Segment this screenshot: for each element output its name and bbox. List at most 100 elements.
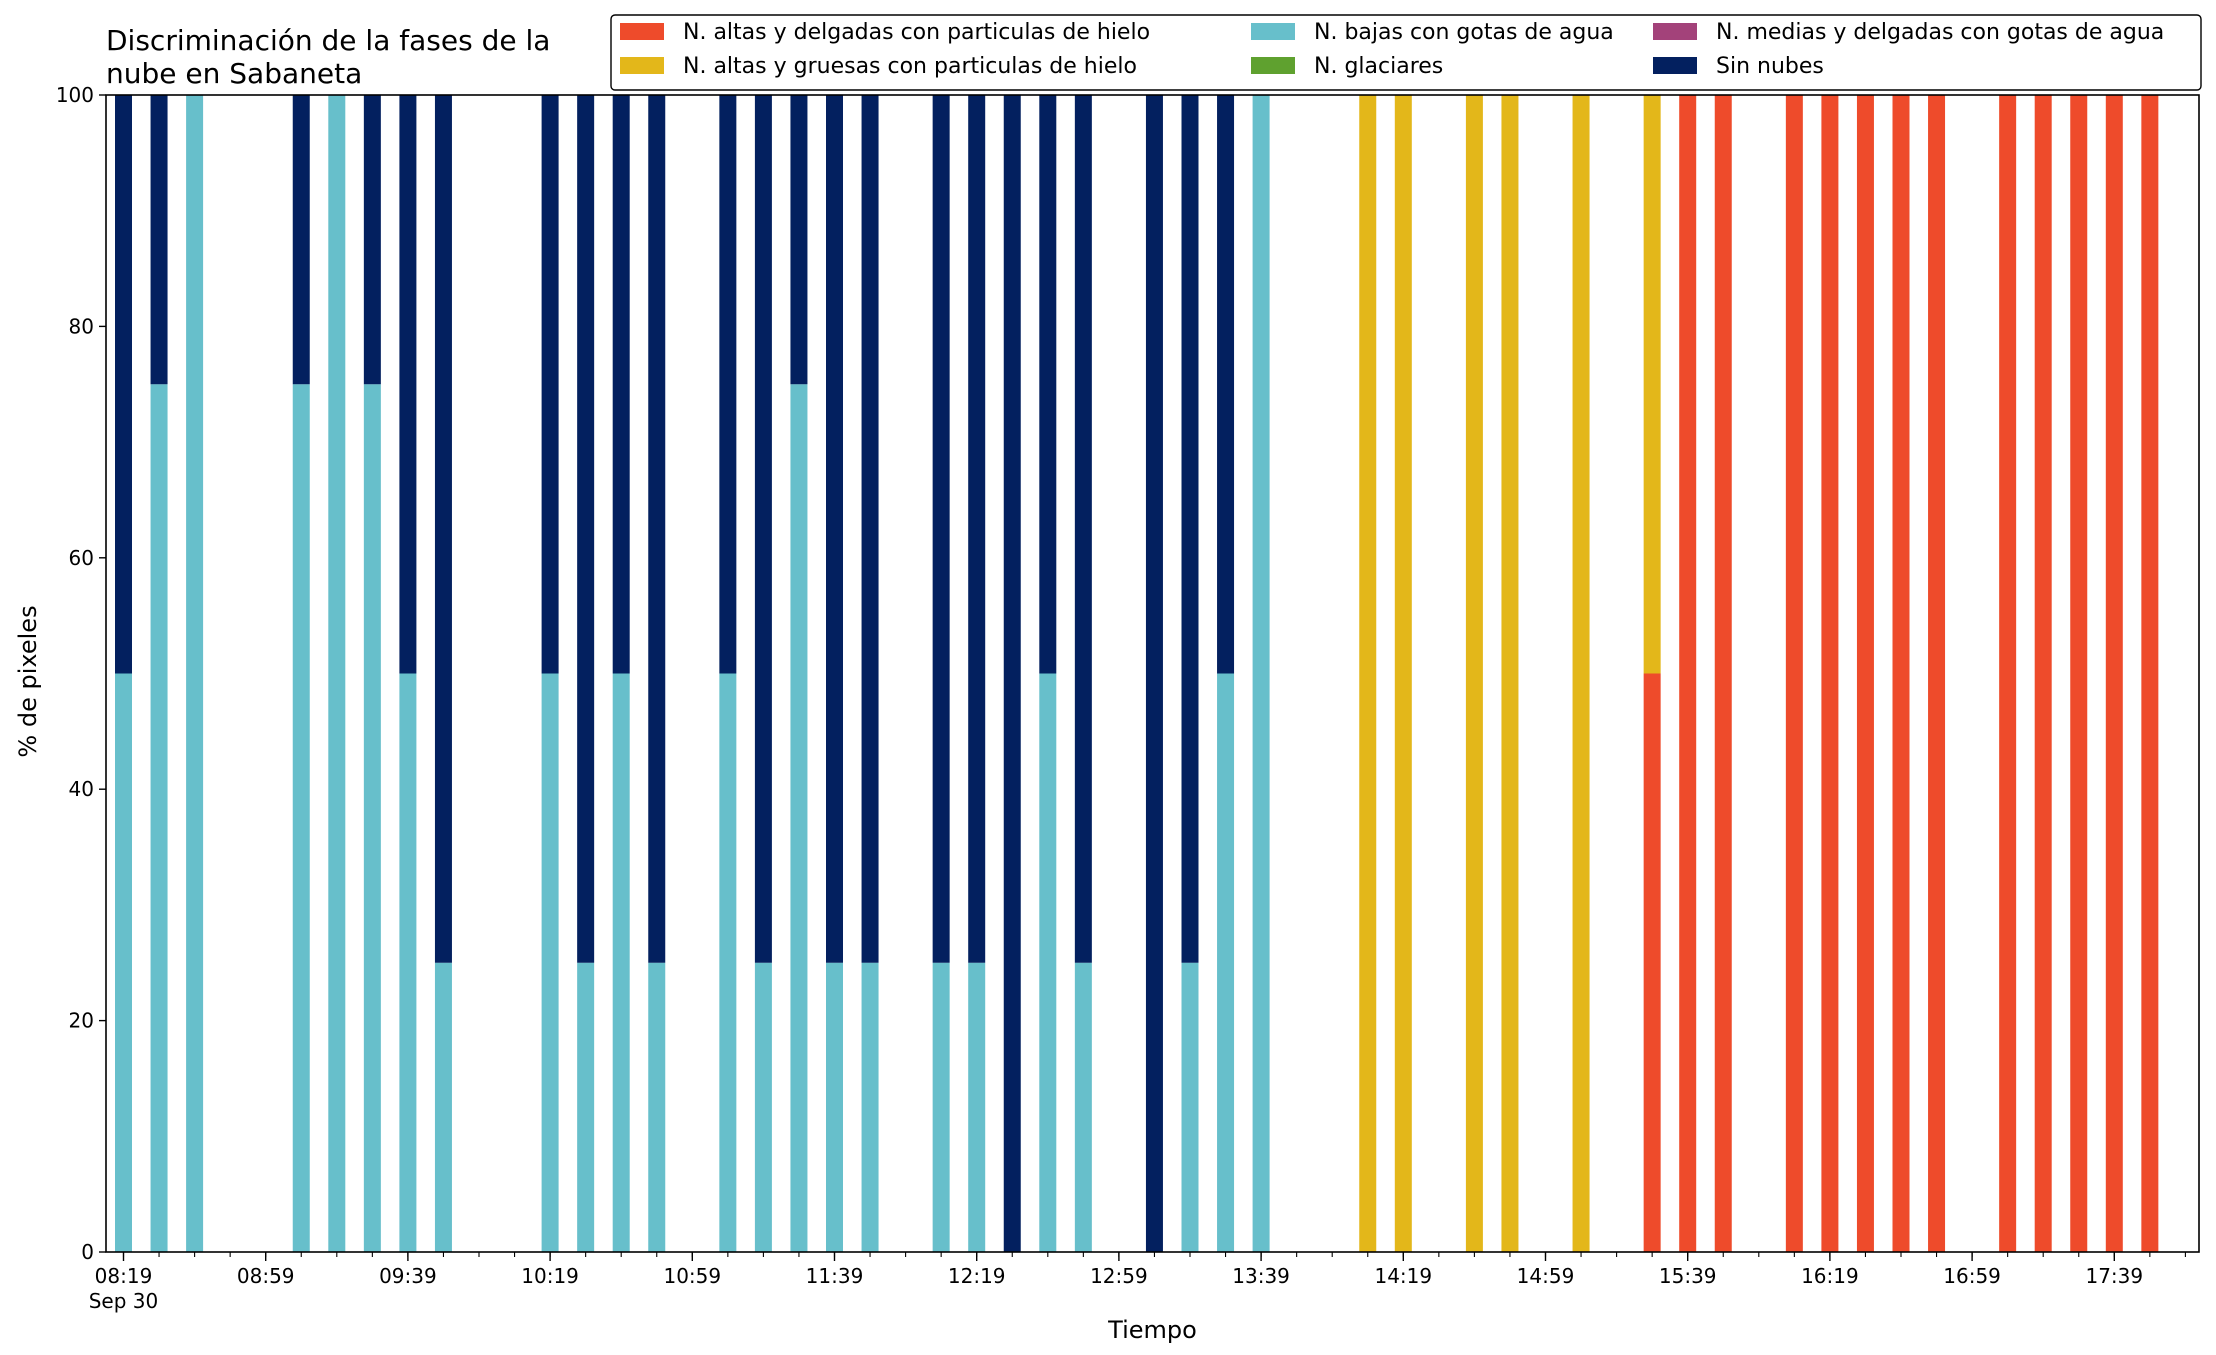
- y-axis: 0 20 40 60 80 100: [56, 83, 106, 1264]
- x-tick-label: 08:19: [95, 1264, 153, 1288]
- bar-segment: [1465, 95, 1483, 1252]
- bar-stack: [790, 95, 808, 1252]
- bar-stack: [1679, 95, 1697, 1252]
- bar-stack: [1572, 95, 1590, 1252]
- plot-frame: [105, 94, 2200, 1253]
- bar-segment: [1003, 95, 1021, 1252]
- legend-label: N. altas y gruesas con particulas de hie…: [683, 54, 1137, 79]
- bar-stack: [826, 95, 843, 1252]
- bar-segment: [1074, 962, 1092, 1252]
- legend-swatch: [1653, 23, 1697, 40]
- bar-segment: [719, 673, 737, 1252]
- bar-segment: [1785, 95, 1803, 1252]
- bar-stack: [1181, 95, 1199, 1252]
- bar-segment: [150, 95, 168, 385]
- bar-segment: [2070, 95, 2088, 1252]
- bar-segment: [1181, 95, 1199, 963]
- bar-segment: [541, 95, 559, 674]
- bar-stack: [2141, 95, 2159, 1252]
- bar-segment: [363, 95, 381, 385]
- x-tick-label: 17:39: [2085, 1264, 2143, 1288]
- x-axis-label: Tiempo: [1107, 1316, 1197, 1344]
- bar-stack: [1359, 95, 1377, 1252]
- x-tick-label: 12:59: [1090, 1264, 1148, 1288]
- legend-swatch: [620, 57, 664, 74]
- bar-segment: [1928, 95, 1946, 1252]
- x-tick-label: 15:39: [1659, 1264, 1717, 1288]
- chart-title-line-2: nube en Sabaneta: [106, 57, 362, 90]
- bar-segment: [968, 95, 986, 963]
- bar-segment: [1181, 962, 1199, 1252]
- bar-stack: [363, 95, 381, 1252]
- bar-stack: [434, 95, 452, 1252]
- bar-segment: [1999, 95, 2017, 1252]
- x-tick-label: 09:39: [379, 1264, 437, 1288]
- y-tick-label: 40: [69, 777, 94, 801]
- bar-segment: [754, 95, 772, 963]
- legend-swatch: [1653, 57, 1697, 74]
- x-tick-label: 14:59: [1517, 1264, 1575, 1288]
- bar-segment: [434, 962, 452, 1252]
- bar-segment: [1252, 95, 1270, 1252]
- bar-stack: [1892, 95, 1910, 1252]
- bar-segment: [1145, 95, 1163, 1252]
- bar-segment: [648, 962, 666, 1252]
- x-tick-label: 11:39: [806, 1264, 864, 1288]
- x-tick-label: 13:39: [1232, 1264, 1290, 1288]
- legend-label: N. glaciares: [1314, 54, 1443, 79]
- x-tick-label: 12:19: [948, 1264, 1006, 1288]
- y-tick-label: 20: [69, 1009, 94, 1033]
- bar-segment: [2141, 95, 2159, 1252]
- bar-stack: [1394, 95, 1412, 1252]
- bar-segment: [1039, 673, 1057, 1252]
- bar-segment: [968, 962, 986, 1252]
- bar-segment: [115, 95, 132, 674]
- chart-title: Discriminación de la fases de la nube en…: [106, 24, 550, 90]
- legend-entry: N. glaciares: [1251, 54, 1443, 79]
- bar-stack: [1501, 95, 1519, 1252]
- bar-segment: [186, 95, 204, 1252]
- bar-segment: [2034, 95, 2052, 1252]
- y-tick-label: 80: [69, 314, 94, 338]
- bar-segment: [328, 95, 346, 1252]
- bar-segment: [1217, 95, 1235, 674]
- bar-segment: [115, 673, 132, 1252]
- x-tick-label: 10:59: [663, 1264, 721, 1288]
- legend-label: N. altas y delgadas con particulas de hi…: [683, 20, 1150, 45]
- bar-segment: [612, 95, 630, 674]
- bar-segment: [1856, 95, 1874, 1252]
- bar-stack: [648, 95, 666, 1252]
- legend: N. altas y delgadas con particulas de hi…: [610, 14, 2202, 91]
- legend-entry: N. altas y delgadas con particulas de hi…: [620, 20, 1150, 45]
- y-tick-label: 60: [69, 546, 94, 570]
- bar-stack: [1714, 95, 1732, 1252]
- bar-segment: [1359, 95, 1377, 1252]
- legend-entry: Sin nubes: [1653, 54, 1824, 79]
- legend-entry: N. medias y delgadas con gotas de agua: [1653, 20, 2164, 45]
- bar-segment: [577, 95, 595, 963]
- bar-segment: [1643, 673, 1661, 1252]
- bar-stack: [719, 95, 737, 1252]
- bar-stack: [399, 95, 417, 1252]
- bar-segment: [1572, 95, 1590, 1252]
- bar-segment: [1394, 95, 1412, 1252]
- bar-stack: [292, 95, 310, 1252]
- bar-segment: [1679, 95, 1697, 1252]
- legend-entry: N. bajas con gotas de agua: [1251, 20, 1614, 45]
- bar-segment: [826, 962, 843, 1252]
- bar-segment: [612, 673, 630, 1252]
- bar-segment: [1217, 673, 1235, 1252]
- bar-stack: [1217, 95, 1235, 1252]
- bar-stack: [150, 95, 168, 1252]
- bar-stack: [115, 95, 132, 1252]
- bar-segment: [932, 962, 950, 1252]
- bar-segment: [2105, 95, 2123, 1252]
- bar-stack: [1074, 95, 1092, 1252]
- bar-segment: [541, 673, 559, 1252]
- bar-segment: [932, 95, 950, 963]
- bar-segment: [790, 95, 808, 385]
- legend-swatch: [1251, 57, 1295, 74]
- x-tick-label: 16:59: [1943, 1264, 2001, 1288]
- bar-segment: [292, 95, 310, 385]
